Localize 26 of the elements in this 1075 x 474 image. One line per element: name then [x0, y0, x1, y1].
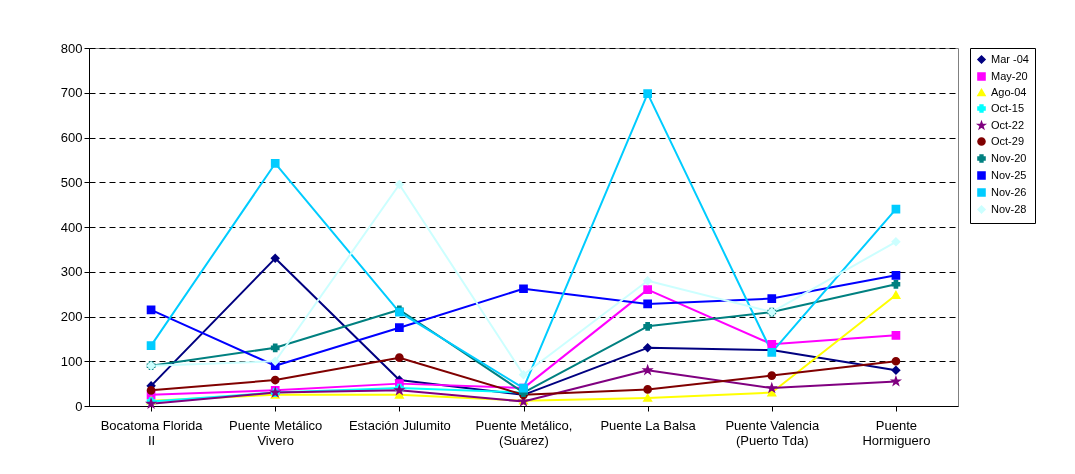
legend-label: Nov-26 [991, 185, 1027, 198]
x-tick-label: Bocatoma Florida II [100, 417, 204, 448]
legend-label: Oct-29 [991, 134, 1025, 147]
legend-label: May-20 [991, 69, 1028, 82]
legend-label: Nov-20 [991, 151, 1027, 164]
y-tick-label: 400 [60, 219, 83, 235]
x-tick-label: Puente Valencia (Puerto Tda) [725, 417, 820, 448]
legend-label: Nov-25 [991, 168, 1027, 181]
legend-label: Oct-15 [991, 101, 1025, 114]
x-tick-label: Puente Metálico Vivero [229, 417, 323, 448]
legend-label: Mar -04 [991, 52, 1029, 65]
y-tick-label: 800 [60, 40, 83, 56]
y-tick-label: 100 [60, 353, 83, 369]
x-tick-label: Puente Metálico, (Suárez) [475, 417, 573, 448]
y-tick-label: 700 [60, 85, 83, 101]
legend-label: Nov-28 [991, 202, 1027, 215]
x-tick-label: Puente La Balsa [600, 417, 697, 433]
legend-label: Ago-04 [991, 85, 1027, 98]
y-tick-label: 0 [75, 398, 83, 414]
y-tick-label: 600 [60, 130, 83, 145]
x-tick-label: Puente Hormiguero [862, 417, 931, 448]
x-tick-label: Estación Julumito [348, 417, 451, 433]
y-tick-label: 200 [60, 309, 83, 324]
y-tick-label: 300 [60, 264, 83, 280]
legend-label: Oct-22 [991, 118, 1025, 131]
y-tick-label: 500 [60, 174, 83, 190]
